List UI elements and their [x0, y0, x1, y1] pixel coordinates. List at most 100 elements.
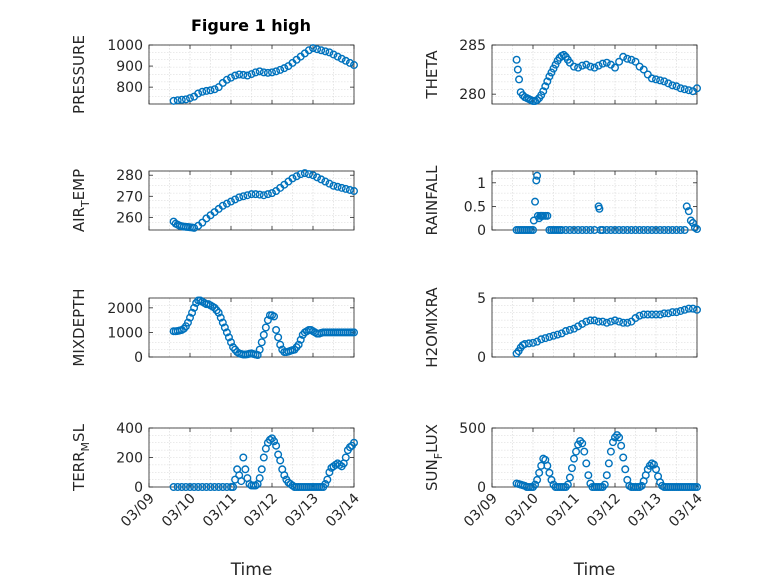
data-point	[321, 47, 330, 56]
data-point	[547, 68, 556, 77]
data-point	[578, 225, 587, 234]
data-point	[547, 475, 556, 484]
data-point	[181, 483, 190, 492]
data-point	[565, 225, 574, 234]
data-point	[549, 64, 558, 73]
data-point	[606, 447, 615, 456]
data-point	[604, 459, 613, 468]
data-point	[321, 177, 330, 186]
x-tick-label: 03/14	[323, 490, 363, 530]
data-point	[235, 70, 244, 79]
data-point	[598, 317, 607, 326]
data-point	[337, 183, 346, 192]
x-tick-label: 03/13	[282, 491, 322, 531]
data-point	[619, 318, 628, 327]
data-point	[598, 483, 607, 492]
y-axis-label: TERRMSL	[70, 423, 92, 492]
data-point	[586, 225, 595, 234]
data-point	[688, 304, 697, 313]
data-point	[565, 58, 574, 67]
data-point	[688, 218, 697, 227]
data-point	[218, 201, 227, 210]
data-point	[647, 225, 656, 234]
data-point	[323, 475, 332, 484]
data-point	[341, 184, 350, 193]
axes-box	[491, 427, 698, 488]
data-point	[611, 225, 620, 234]
data-point	[580, 447, 589, 456]
data-point	[177, 483, 186, 492]
data-point	[251, 481, 260, 490]
data-point	[561, 327, 570, 336]
grid	[491, 427, 698, 488]
data-point	[594, 317, 603, 326]
data-point	[280, 64, 289, 73]
data-point	[309, 171, 318, 180]
axes-box	[491, 170, 698, 231]
axes-box	[148, 44, 355, 105]
data-point	[631, 314, 640, 323]
data-point	[345, 58, 354, 67]
data-point	[185, 94, 194, 103]
data-point	[218, 318, 227, 327]
data-point	[652, 310, 661, 319]
data-point	[272, 325, 281, 334]
data-point	[190, 303, 199, 312]
data-point	[660, 225, 669, 234]
data-point	[578, 319, 587, 328]
data-point	[265, 435, 274, 444]
data-point	[241, 465, 250, 474]
data-point	[304, 46, 313, 55]
subplot-theta: 280 285 THETA	[423, 38, 702, 106]
data-point	[280, 471, 289, 480]
data-point	[345, 443, 354, 452]
data-point	[611, 63, 620, 72]
y-tick-label: 500	[459, 421, 486, 437]
x-tick-label: 03/13	[625, 491, 665, 531]
data-point	[578, 61, 587, 70]
data-point	[664, 79, 673, 88]
y-axis-label: MIXDEPTH	[70, 288, 88, 366]
data-point	[533, 337, 542, 346]
data-point	[231, 71, 240, 80]
x-tick-label: 03/09	[461, 491, 501, 531]
data-point	[272, 441, 281, 450]
data-point	[229, 483, 238, 492]
data-point	[615, 317, 624, 326]
data-point	[345, 185, 354, 194]
grid	[148, 427, 355, 488]
data-point	[222, 328, 231, 337]
data-point	[567, 464, 576, 473]
data-point	[643, 70, 652, 79]
data-point	[570, 454, 579, 463]
data-point	[270, 312, 279, 321]
data-point	[222, 199, 231, 208]
data-point	[533, 475, 542, 484]
data-point	[198, 483, 207, 492]
data-point	[257, 465, 266, 474]
y-tick-label: 0	[477, 480, 486, 496]
subplot-terr: 0 200 400 03/09 03/10 03/11 03/12 03/13 03/14 TER…	[70, 421, 363, 580]
data-point	[598, 59, 607, 68]
data-point	[561, 483, 570, 492]
data-point	[668, 308, 677, 317]
subplot-mixdepth: 0 1000 2000 MIXDEPTH	[70, 288, 359, 367]
data-point	[635, 311, 644, 320]
subplot-air: 260 270 280 AIRTEMP	[70, 168, 359, 232]
data-point	[537, 335, 546, 344]
data-point	[545, 468, 554, 477]
data-point	[570, 225, 579, 234]
subplot-pressure: 800 900 1000 PRESSURE	[70, 35, 359, 114]
data-point	[317, 46, 326, 55]
data-point	[672, 82, 681, 91]
data-point	[647, 74, 656, 83]
data-point	[224, 333, 233, 342]
figure-title: Figure 1 high	[191, 16, 311, 35]
data-point	[257, 338, 266, 347]
data-point	[185, 483, 194, 492]
data-point	[582, 225, 591, 234]
data-point	[557, 329, 566, 338]
y-tick-label: 1000	[107, 38, 143, 54]
y-tick-label: 285	[459, 38, 486, 54]
data-point	[520, 340, 529, 349]
